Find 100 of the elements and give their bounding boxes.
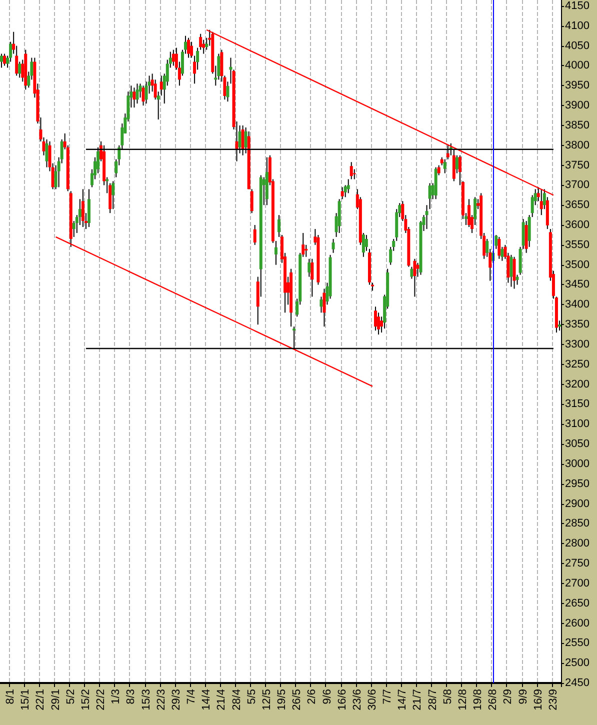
x-tick-label: 22/2 [95,689,108,710]
y-tick-label: 4050 [565,40,590,52]
candlestick [443,158,446,174]
y-tick-label: 3000 [565,458,590,470]
x-tick-label: 5/5 [246,689,258,704]
y-tick-label: 2550 [565,637,590,650]
y-tick-label: 3450 [565,278,590,291]
x-tick-label: 14/4 [200,689,213,710]
y-tick-label: 2700 [565,577,590,590]
y-tick-label: 2450 [565,677,590,689]
x-tick-label: 12/5 [260,689,273,710]
candlestick [308,258,311,278]
y-tick-label: 3650 [565,199,590,212]
x-tick-label: 22/3 [155,689,168,710]
x-tick-label: 23/9 [547,689,560,710]
candlestick [516,274,519,286]
candlestick [132,87,136,108]
candlestick [199,33,202,50]
x-tick-label: 8/1 [4,689,17,704]
x-tick-label: 28/4 [230,689,243,710]
y-tick-label: 2800 [565,538,590,550]
candlestick [250,188,254,214]
y-tick-label: 3900 [565,100,590,112]
x-tick-label: 19/5 [276,689,288,710]
candlestick [253,224,256,246]
candlestick [352,168,356,180]
x-tick-label: 7/4 [186,689,198,704]
candlestick [172,49,175,66]
x-tick-label: 7/7 [382,689,394,704]
candlestick [3,53,6,66]
x-tick-label: 16/6 [336,689,348,710]
candlestick [304,244,308,258]
y-tick-label: 3400 [565,298,590,311]
x-tick-label: 21/4 [216,689,228,710]
x-tick-label: 8/3 [125,689,138,704]
candlestick [87,188,90,228]
y-tick-label: 3550 [565,238,590,251]
y-tick-label: 3600 [565,219,590,232]
candlestick [0,53,4,68]
y-tick-label: 3150 [565,398,590,410]
candlestick [346,178,350,194]
y-tick-label: 3950 [565,80,590,92]
y-tick-label: 4000 [565,60,590,72]
x-tick-label: 16/9 [532,689,544,710]
candlestick [277,214,280,238]
x-tick-label: 14/7 [396,689,409,710]
candlestick [320,296,323,314]
candlestick [136,83,139,104]
candlestick [187,37,190,58]
y-tick-label: 2600 [565,617,590,630]
y-tick-label: 2850 [565,518,590,530]
x-tick-label: 30/6 [366,689,378,710]
candlestick [510,254,513,288]
candlestick [332,238,335,254]
x-tick-label: 23/6 [351,689,364,710]
y-tick-label: 3750 [565,159,590,172]
x-tick-label: 2/9 [502,689,514,704]
x-tick-label: 5/2 [64,689,77,704]
y-tick-label: 3300 [565,338,590,350]
y-tick-label: 2750 [565,558,590,570]
candlestick [310,258,314,298]
candlestick [142,85,145,106]
x-tick-label: 26/5 [291,689,304,710]
x-tick-label: 15/1 [20,689,32,710]
x-tick-label: 5/8 [442,689,454,704]
candlestick [413,258,416,298]
candlestick [498,236,501,260]
candlestick [160,75,163,96]
y-tick-label: 3350 [565,318,590,331]
y-tick-label: 3050 [565,438,590,450]
y-tick-label: 2900 [565,498,590,510]
y-tick-label: 3700 [565,179,590,192]
candlestick [364,234,368,252]
x-tick-label: 15/3 [140,689,152,710]
candlestick [374,306,378,332]
x-tick-label: 29/1 [50,689,62,710]
candlestick [15,45,18,76]
candlestick [190,41,194,58]
candlestick [428,182,432,210]
y-tick-label: 2500 [565,657,590,670]
candlestick [229,57,232,84]
x-tick-label: 21/7 [412,689,424,710]
x-tick-label: 12/8 [456,689,469,710]
candlestick [274,240,278,266]
candlestick [350,162,353,180]
x-tick-label: 9/6 [321,689,334,704]
x-tick-label: 1/3 [110,689,122,704]
candlestick [45,138,48,168]
y-tick-label: 2650 [565,597,590,610]
x-tick-label: 22/1 [34,689,47,710]
y-tick-label: 2950 [565,478,590,490]
x-tick-label: 26/8 [487,689,500,710]
x-tick-label: 19/8 [472,689,484,710]
candlestick [18,61,22,78]
candlestick [81,188,84,228]
y-tick-label: 3800 [565,139,590,152]
y-tick-label: 3100 [565,418,590,430]
x-tick-label: 2/6 [306,689,318,704]
candlestick [425,204,428,230]
candlestick [112,180,115,210]
